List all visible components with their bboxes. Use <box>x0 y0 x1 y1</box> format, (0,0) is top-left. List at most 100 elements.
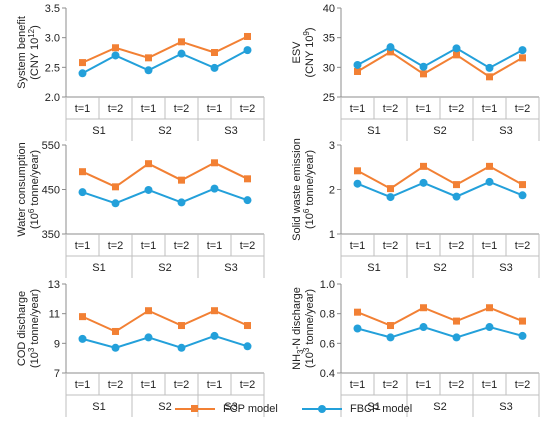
x-group-label: S3 <box>224 401 237 413</box>
data-point-fcp <box>244 32 251 40</box>
data-point-fbcp <box>353 60 362 69</box>
data-point-fcp <box>519 317 526 325</box>
data-point-fbcp <box>485 177 494 186</box>
x-tick-label: t=1 <box>482 240 498 252</box>
data-point-fbcp <box>518 191 527 200</box>
x-tick-label: t=2 <box>449 103 465 115</box>
y-axis-title-part: tonne/year) <box>304 289 316 348</box>
x-group-label: S2 <box>158 125 171 137</box>
data-point-fcp <box>178 322 185 330</box>
y-tick-label: 2 <box>329 185 335 197</box>
data-point-fbcp <box>518 331 527 340</box>
y-axis-title-part: 6 <box>27 208 36 213</box>
data-point-fcp <box>387 48 394 56</box>
y-axis-title-part: NH <box>291 354 303 370</box>
series-line-fbcp <box>82 334 248 349</box>
chart-legend: FCP model FBCP model <box>0 395 550 425</box>
x-tick-label: t=2 <box>240 103 256 115</box>
data-point-fbcp <box>243 196 252 205</box>
chart-panel-6: 0.40.60.81.0t=1 t=2 t=1 t=2 t=1 t=2S1 S2 S3NH3-… <box>291 279 540 417</box>
data-point-fcp <box>244 175 251 183</box>
x-group-label: S1 <box>367 262 380 274</box>
x-group-label: S1 <box>92 125 105 137</box>
x-group-label: S3 <box>224 262 237 274</box>
x-group-label: S2 <box>433 401 446 413</box>
y-axis-title: Water consumption(106 tonne/year) <box>16 142 41 236</box>
x-tick-label: t=1 <box>350 103 366 115</box>
data-point-fbcp <box>386 193 395 202</box>
data-point-fbcp <box>518 46 527 55</box>
x-group-label: S1 <box>92 262 105 274</box>
chart-panel-1: 2.02.53.03.5t=1 t=2 t=1 t=2 t=1 t=2S1 S2 S3Syst… <box>16 3 265 141</box>
y-axis-title: System benefit(CNY 1012) <box>16 16 41 89</box>
y-axis-title: NH3-N discharge(103 tonne/year) <box>291 287 316 370</box>
data-point-fbcp <box>111 343 120 352</box>
data-point-fbcp <box>452 333 461 342</box>
y-axis-title-part: 3 <box>27 347 36 352</box>
y-tick-label: 450 <box>42 185 60 197</box>
series-line-fbcp <box>82 49 248 75</box>
data-point-fbcp <box>210 331 219 340</box>
data-point-fbcp <box>452 44 461 53</box>
x-group-label: S2 <box>158 262 171 274</box>
data-point-fbcp <box>144 333 153 342</box>
x-group-label: S1 <box>92 401 105 413</box>
x-tick-label: t=1 <box>416 103 432 115</box>
data-point-fbcp <box>353 324 362 333</box>
data-point-fcp <box>79 59 86 67</box>
legend-label-fcp: FCP model <box>223 403 278 415</box>
data-point-fcp <box>145 307 152 315</box>
y-tick-label: 1.0 <box>320 279 335 291</box>
y-tick-label: 7 <box>54 368 60 380</box>
data-point-fcp <box>420 304 427 312</box>
legend-marker-fcp <box>175 403 215 415</box>
series-line-fcp <box>356 50 523 78</box>
x-tick-label: t=1 <box>141 103 157 115</box>
series-line-fcp <box>357 165 523 190</box>
x-tick-label: t=2 <box>108 379 124 391</box>
legend-square-icon <box>191 405 198 413</box>
x-tick-label: t=1 <box>75 379 91 391</box>
x-tick-label: t=1 <box>141 379 157 391</box>
y-tick-label: 1 <box>329 229 335 241</box>
y-axis-title-part: 3 <box>296 349 305 354</box>
x-tick-label: t=2 <box>108 103 124 115</box>
y-axis-title-part: 6 <box>302 208 311 213</box>
data-point-fcp <box>453 317 460 325</box>
data-point-fcp <box>79 168 86 176</box>
x-tick-label: t=1 <box>482 103 498 115</box>
y-axis-title-part: System benefit <box>16 16 28 89</box>
x-tick-label: t=2 <box>174 379 190 391</box>
y-tick-label: 40 <box>323 3 335 15</box>
data-point-fcp <box>486 73 493 81</box>
data-point-fbcp <box>210 63 219 72</box>
data-point-fcp <box>420 70 427 78</box>
y-tick-label: 30 <box>323 62 335 74</box>
x-tick-label: t=2 <box>240 379 256 391</box>
y-axis-title: ESV(CNY 109) <box>291 27 316 77</box>
data-point-fbcp <box>485 323 494 332</box>
x-group-label: S3 <box>224 125 237 137</box>
x-tick-label: t=2 <box>383 103 399 115</box>
y-axis-title-part: (10 <box>304 213 316 229</box>
x-tick-label: t=2 <box>383 240 399 252</box>
y-axis-title-part: -N discharge <box>291 287 303 349</box>
data-point-fbcp <box>419 178 428 187</box>
y-axis-title-part: tonne/year) <box>304 150 316 209</box>
data-point-fcp <box>453 181 460 189</box>
data-point-fcp <box>387 185 394 193</box>
x-tick-label: t=2 <box>383 379 399 391</box>
legend-item-fcp: FCP model <box>175 403 278 415</box>
data-point-fbcp <box>144 185 153 194</box>
series-line-fbcp <box>82 187 248 205</box>
data-point-fcp <box>244 322 251 330</box>
data-point-fbcp <box>78 188 87 197</box>
data-point-fcp <box>211 49 218 56</box>
data-point-fbcp <box>177 343 186 352</box>
data-point-fcp <box>387 322 394 330</box>
y-axis-title-part: (10 <box>29 213 41 229</box>
x-tick-label: t=2 <box>515 103 531 115</box>
data-point-fbcp <box>177 198 186 207</box>
series-line-fbcp <box>357 46 523 70</box>
y-tick-label: 35 <box>323 33 335 45</box>
